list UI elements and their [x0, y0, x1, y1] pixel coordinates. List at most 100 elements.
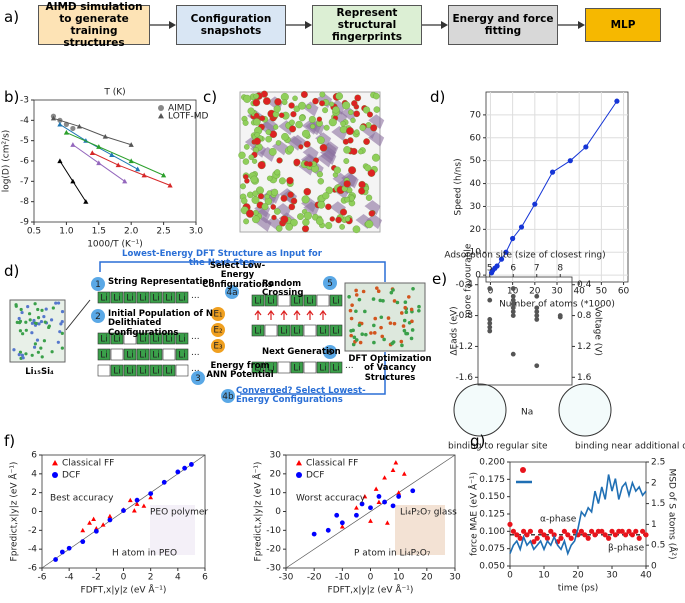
marker	[514, 532, 520, 538]
atom	[281, 99, 288, 106]
marker	[524, 532, 530, 538]
li-cell	[175, 332, 189, 345]
atom	[340, 120, 346, 127]
atom	[363, 185, 370, 192]
atom	[349, 316, 354, 321]
li-cell-label: Li	[178, 351, 186, 361]
atom	[288, 119, 295, 126]
li-cell	[110, 364, 124, 377]
annotation: Li₄P₂O₇ glass	[400, 508, 457, 518]
atom	[409, 307, 414, 312]
x-tick-label: -20	[307, 573, 322, 583]
li-cell	[136, 291, 150, 304]
atom	[241, 197, 248, 205]
x-tick-label: 60	[618, 287, 630, 297]
atom	[322, 192, 330, 200]
marker	[339, 520, 345, 526]
marker	[128, 158, 134, 164]
li-cell-label: Li	[293, 327, 301, 337]
ellipsis: ···	[191, 367, 200, 377]
converge-arrow	[240, 352, 386, 395]
atom	[17, 353, 21, 357]
atom	[357, 297, 362, 302]
marker	[640, 528, 646, 534]
atom	[281, 133, 289, 141]
x-tick-label: 1.5	[92, 227, 106, 237]
marker	[633, 528, 639, 534]
li-cell-label: Li	[100, 351, 108, 361]
panel-label: f)	[4, 432, 16, 450]
li-cell	[136, 332, 150, 345]
marker	[589, 528, 595, 534]
atom	[289, 125, 297, 133]
y-tick-label: 0	[275, 507, 281, 517]
atom	[317, 136, 325, 145]
x-tick-label: 0.5	[27, 227, 41, 237]
atom	[308, 115, 316, 123]
y-tick-label: -0.8	[455, 311, 473, 321]
y-tick-label: 70	[470, 110, 482, 120]
atom	[21, 356, 25, 360]
atom	[410, 328, 415, 332]
y-axis-label: Fpredict,x|y|z (eV Å⁻¹)	[252, 462, 264, 562]
marker	[50, 115, 57, 121]
atom	[24, 320, 28, 324]
x-tick-label: 4	[175, 573, 181, 583]
y2-tick-label: 1.2	[577, 342, 591, 352]
step-badge	[225, 285, 239, 299]
atom	[275, 225, 283, 232]
atom	[365, 194, 373, 201]
annotation: Na	[521, 408, 533, 418]
atom	[59, 322, 63, 326]
atom	[325, 221, 333, 230]
y-tick-label: 0	[475, 271, 481, 281]
arrow-head	[169, 21, 176, 29]
atom	[361, 289, 366, 294]
y-axis-label: force MAE (eV Å⁻¹)	[468, 472, 480, 556]
atom	[12, 348, 16, 352]
marker	[57, 121, 63, 127]
atom	[252, 98, 261, 107]
atom	[287, 191, 294, 198]
marker	[100, 522, 106, 527]
atom	[303, 187, 312, 196]
li-cell	[97, 364, 111, 377]
atom	[380, 334, 385, 339]
marker	[339, 524, 345, 529]
energy-label: E₂	[213, 326, 223, 336]
marker	[534, 313, 540, 318]
marker	[115, 162, 121, 168]
atom	[354, 129, 360, 135]
atom	[301, 129, 310, 138]
atom	[347, 294, 351, 299]
y-tick-label: 10	[470, 248, 482, 258]
atom	[368, 210, 375, 217]
y2-tick-label: 1.5	[651, 499, 665, 509]
x-tick-label: -2	[92, 573, 101, 583]
x-tick-label: 2.0	[124, 227, 139, 237]
li-cell	[162, 364, 176, 377]
atom	[295, 120, 303, 129]
top-axis-label: T (K)	[103, 88, 125, 98]
li-cell-label: Li	[113, 294, 121, 304]
marker	[134, 501, 140, 506]
marker	[534, 305, 540, 311]
marker	[578, 528, 585, 534]
li-cell	[303, 324, 317, 337]
marker	[498, 256, 505, 262]
atom	[363, 309, 367, 314]
marker	[354, 512, 359, 518]
li-cell-label: Li	[100, 335, 108, 345]
atom	[381, 299, 385, 303]
x-tick-label: 10	[507, 287, 519, 297]
marker	[148, 491, 154, 497]
marker	[368, 505, 373, 511]
y-tick-label: -6	[28, 564, 37, 574]
workflow-text: Energy from ANN Potential	[206, 361, 274, 381]
marker	[619, 528, 625, 534]
marker	[572, 528, 578, 534]
step-number: 1	[95, 280, 101, 290]
x-tick-label: 8	[557, 264, 563, 274]
marker	[96, 144, 102, 149]
x-tick-label: 20	[421, 573, 433, 583]
